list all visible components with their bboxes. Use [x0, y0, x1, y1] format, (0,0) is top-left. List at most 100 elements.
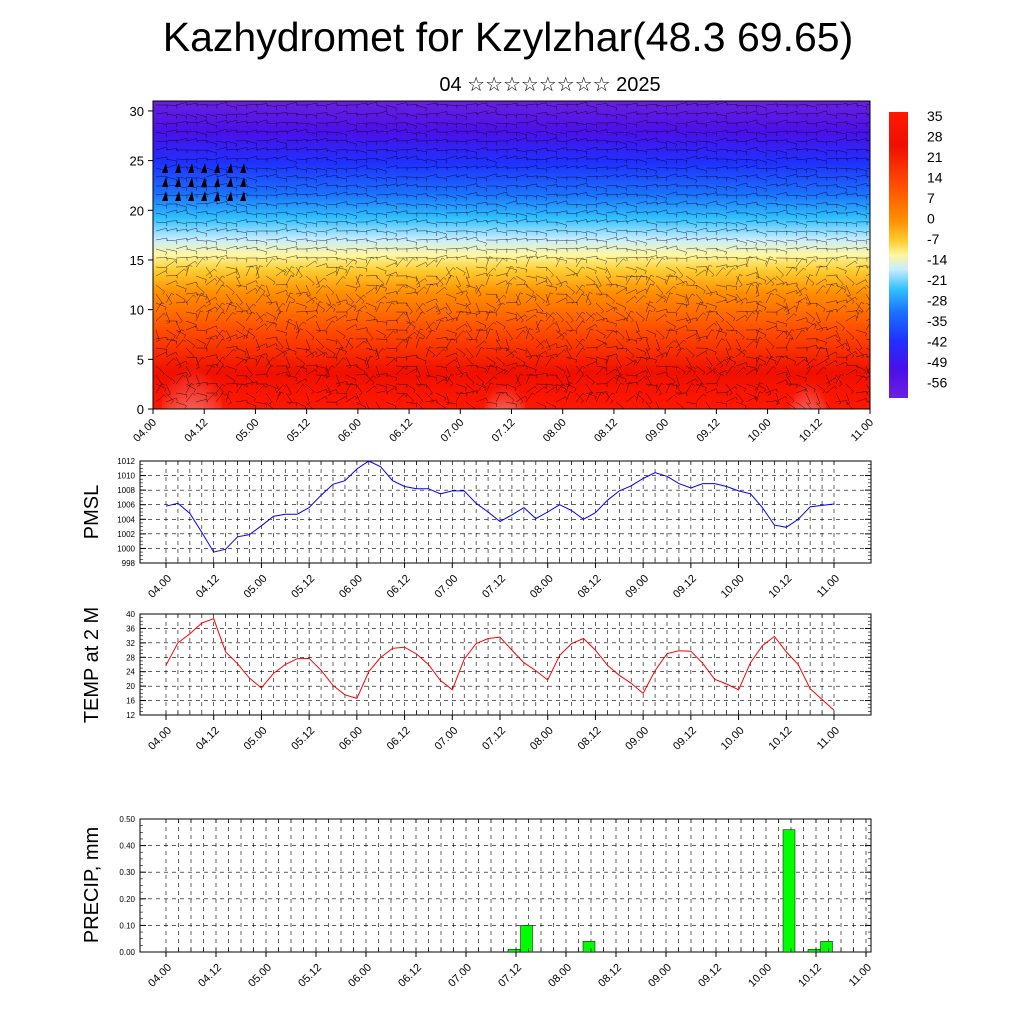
wind-barb-flag [816, 345, 818, 349]
wind-barb [395, 393, 404, 403]
wind-barb [525, 386, 535, 394]
wind-barb [825, 122, 837, 125]
wind-barb [605, 104, 617, 108]
wind-barb-flag [350, 347, 354, 350]
wind-barb-flag [812, 365, 816, 368]
wind-barb-flag [745, 242, 747, 247]
wind-barb [615, 174, 627, 178]
wind-barb [755, 364, 760, 376]
wind-barb-flag [586, 205, 588, 210]
wind-barb [435, 230, 447, 235]
wind-barb [195, 113, 207, 118]
wind-barb-flag [796, 156, 798, 161]
wind-barb [535, 209, 547, 214]
wind-pennant [188, 177, 194, 187]
wind-barb [485, 111, 497, 115]
wind-barb-flag [275, 188, 277, 193]
wind-barb [415, 303, 424, 313]
wind-barb [165, 311, 171, 323]
wind-barb-flag [514, 350, 518, 354]
wind-barb-flag [682, 303, 686, 306]
wind-barb [315, 221, 327, 223]
wind-barb [315, 285, 324, 295]
wind-barb-flag [305, 378, 308, 382]
wind-barb [215, 237, 227, 241]
wind-barb-flag [641, 275, 645, 278]
wind-barb [605, 140, 617, 143]
wind-barb [415, 149, 427, 153]
wind-barb-flag [385, 161, 388, 165]
wind-barb [545, 104, 557, 108]
wind-barb-flag [663, 299, 666, 303]
wind-barb-flag [619, 373, 623, 375]
wind-barb [455, 365, 464, 375]
wind-barb [845, 296, 856, 304]
wind-barb-flag [164, 394, 167, 398]
wind-barb [255, 284, 262, 295]
wind-barb-flag [706, 146, 708, 151]
wind-barb-flag [666, 146, 668, 151]
wind-barb-flag [502, 258, 506, 261]
wind-barb [285, 266, 292, 277]
wind-barb [265, 212, 277, 215]
wind-barb-flag [626, 340, 630, 342]
wind-barb-flag [209, 275, 213, 279]
wind-barb [725, 383, 733, 394]
wind-barb [565, 103, 577, 106]
wind-barb-flag [695, 404, 698, 408]
wind-barb [265, 320, 277, 325]
wind-barb [185, 227, 197, 232]
wind-barb [415, 329, 425, 337]
wind-barb-flag [674, 394, 677, 398]
wind-barb [595, 103, 607, 106]
wind-barb-flag [599, 293, 603, 297]
wind-barb [865, 284, 870, 289]
wind-barb [205, 173, 217, 178]
wind-barb-flag [496, 111, 498, 116]
wind-barb-flag [576, 138, 578, 142]
wind-barb-flag [351, 301, 354, 305]
wind-barb [485, 382, 491, 394]
wind-barb-flag [759, 391, 763, 393]
wind-barb-flag [324, 277, 327, 281]
wind-barb [675, 303, 683, 313]
wind-barb-flag [262, 294, 266, 297]
wind-barb [235, 359, 245, 367]
wind-barb [745, 312, 753, 322]
wind-barb [495, 320, 506, 328]
wind-barb [615, 146, 627, 151]
wind-barb-flag [299, 328, 304, 331]
cross-section-ytick-label: 15 [130, 253, 144, 268]
wind-barb [215, 120, 227, 124]
wind-barb-flag [365, 188, 367, 192]
wind-barb [765, 167, 777, 170]
wind-barb [305, 122, 317, 126]
wind-barb [555, 157, 567, 160]
wind-barb-flag [295, 377, 297, 381]
wind-barb-flag [493, 322, 497, 325]
wind-barb [835, 284, 846, 291]
wind-barb [265, 383, 277, 389]
wind-barb [715, 221, 727, 224]
wind-barb-flag [273, 321, 277, 325]
wind-barb-flag [582, 293, 586, 297]
wind-barb [375, 275, 385, 284]
wind-barb [345, 337, 351, 349]
wind-barb [165, 293, 172, 304]
wind-barb [365, 257, 372, 268]
wind-barb [405, 113, 417, 117]
wind-barb [505, 176, 517, 179]
wind-barb-flag [436, 232, 438, 237]
wind-barb-flag [835, 360, 838, 364]
wind-barb [395, 312, 404, 322]
wind-barb [245, 280, 257, 286]
wind-barb [505, 311, 517, 315]
wind-barb-flag [216, 228, 218, 232]
wind-barb-flag [729, 392, 733, 396]
wind-barb [245, 121, 257, 124]
wind-barb-flag [265, 242, 267, 246]
wind-barb-flag [876, 252, 877, 255]
wind-barb [185, 212, 197, 217]
wind-barb-flag [634, 296, 637, 300]
wind-barb [605, 257, 617, 260]
